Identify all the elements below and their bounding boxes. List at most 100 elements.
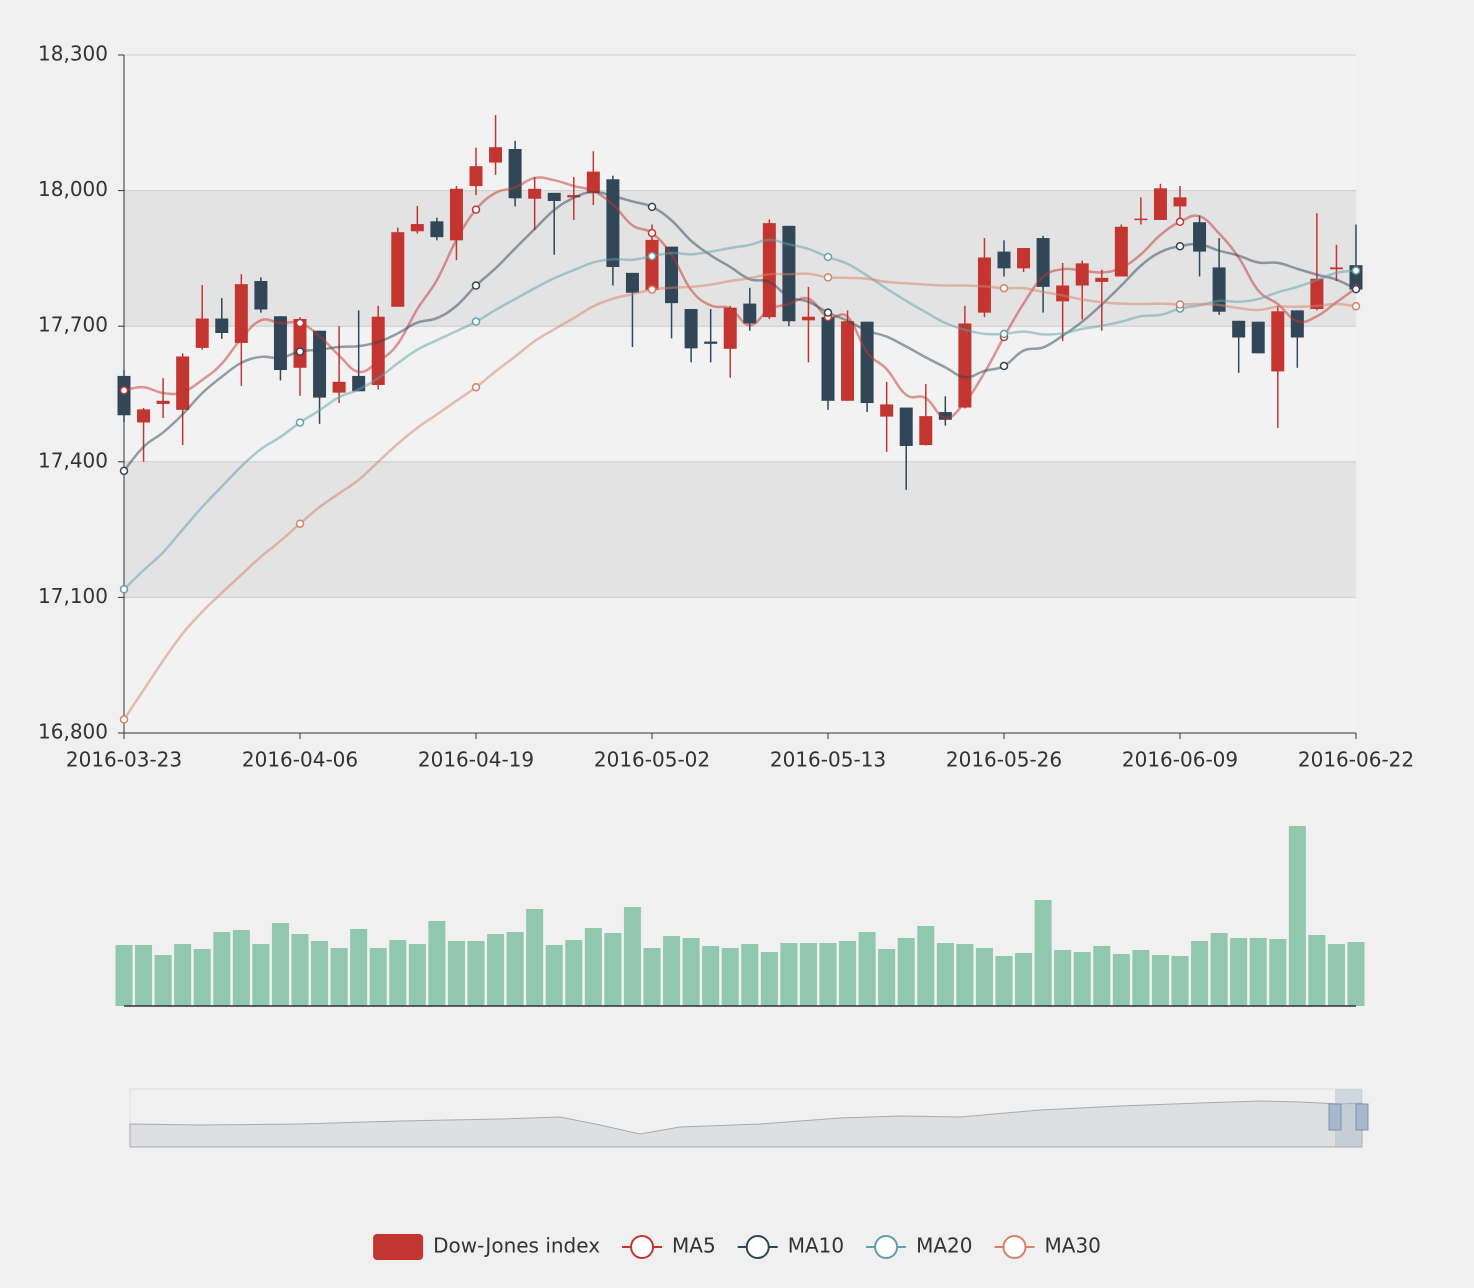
volume-bar: [369, 948, 387, 1006]
candle-body: [273, 316, 287, 371]
volume-bar: [467, 941, 485, 1006]
volume-bar: [878, 949, 896, 1006]
candle-body: [117, 375, 131, 416]
volume-bar: [702, 946, 720, 1006]
legend-label: MA5: [672, 1234, 716, 1258]
candle-body: [762, 223, 776, 318]
candle-body: [469, 166, 483, 187]
legend-icon: [874, 1235, 899, 1259]
volume-bar: [975, 948, 993, 1006]
ma-line: [122, 272, 1357, 721]
volume-bar: [1288, 826, 1306, 1006]
candle-body: [1017, 248, 1031, 269]
ma-point: [295, 318, 305, 328]
volume-bar: [780, 943, 798, 1006]
x-tick-label: 2016-03-23: [66, 748, 182, 772]
ma-point: [1351, 266, 1361, 275]
ma-point: [295, 519, 305, 528]
volume-bar: [487, 934, 505, 1006]
ma-point: [1175, 300, 1185, 309]
x-tick-label: 2016-06-22: [1298, 748, 1414, 772]
y-tick-label: 17,700: [38, 313, 108, 337]
volume-bar: [682, 938, 700, 1006]
legend-item[interactable]: Dow-Jones index: [373, 1234, 600, 1261]
ma-point: [295, 347, 305, 356]
ma-point: [999, 283, 1009, 293]
data-zoom-slider[interactable]: [129, 1088, 1369, 1148]
candle-body: [997, 251, 1011, 269]
candle-body: [1095, 277, 1109, 282]
candle-body: [841, 321, 855, 401]
legend-label: MA20: [916, 1234, 972, 1258]
legend-icon: [1002, 1235, 1027, 1259]
candle-body: [489, 147, 503, 163]
volume-bar: [995, 956, 1013, 1006]
volume-bar: [174, 944, 192, 1006]
candle-body: [313, 330, 327, 398]
candle-body: [528, 188, 542, 199]
candle-body: [215, 318, 229, 333]
volume-bar: [1249, 938, 1267, 1006]
candle-body: [332, 381, 346, 393]
ma-point: [647, 228, 657, 238]
volume-bar: [1347, 942, 1365, 1006]
candle-body: [723, 307, 737, 349]
volume-bar: [115, 945, 133, 1006]
y-tick-label: 18,300: [38, 42, 108, 66]
x-tick-label: 2016-06-09: [1122, 748, 1238, 772]
candle-body: [1153, 188, 1167, 220]
candle-body: [821, 317, 835, 401]
ma-point: [999, 329, 1009, 339]
volume-bar: [1034, 900, 1052, 1006]
volume-bar: [291, 934, 309, 1006]
slider-handle[interactable]: [1355, 1103, 1369, 1131]
legend-item[interactable]: MA5: [622, 1234, 716, 1259]
volume-bar: [936, 943, 954, 1006]
volume-bar: [1073, 952, 1091, 1006]
legend-label: MA10: [788, 1234, 844, 1258]
candle-body: [234, 284, 248, 343]
volume-bar: [135, 945, 153, 1006]
volume-bar: [741, 944, 759, 1006]
ma-point: [1351, 302, 1361, 311]
ma-point: [823, 273, 833, 282]
volume-bar: [839, 941, 857, 1006]
legend-icon: [745, 1235, 770, 1259]
candle-body: [704, 341, 718, 344]
volume-bar: [917, 926, 935, 1006]
ma-line: [123, 238, 1357, 591]
ma-point: [823, 252, 833, 262]
ma-point: [295, 418, 305, 427]
volume-bar: [389, 940, 407, 1006]
split-area: [124, 55, 1356, 191]
volume-bar: [663, 936, 681, 1006]
y-tick-label: 18,000: [38, 177, 108, 201]
ma-point: [647, 251, 657, 261]
candle-body: [586, 171, 600, 193]
volume-bar: [1112, 954, 1130, 1006]
volume-bar: [232, 930, 250, 1006]
volume-bar: [1210, 933, 1228, 1006]
legend-item[interactable]: MA30: [994, 1234, 1101, 1259]
volume-bar: [819, 943, 837, 1006]
slider-handle[interactable]: [1328, 1103, 1342, 1131]
legend-item[interactable]: MA20: [866, 1234, 973, 1259]
volume-bar: [1132, 950, 1150, 1006]
volume-bar: [506, 932, 524, 1006]
legend-label: Dow-Jones index: [433, 1234, 600, 1258]
volume-bar: [1327, 944, 1345, 1006]
volume-bar: [604, 933, 622, 1006]
candle-body: [254, 281, 268, 310]
candle-body: [156, 400, 170, 404]
y-tick-label: 16,800: [38, 720, 108, 744]
candle-body: [1232, 320, 1246, 338]
candle-body: [1329, 267, 1343, 270]
volume-bar: [526, 909, 544, 1006]
legend-item[interactable]: MA10: [737, 1234, 844, 1259]
candle-body: [958, 323, 972, 408]
volume-bar: [428, 921, 446, 1006]
ma-point: [471, 205, 481, 214]
candle-body: [1310, 278, 1324, 310]
